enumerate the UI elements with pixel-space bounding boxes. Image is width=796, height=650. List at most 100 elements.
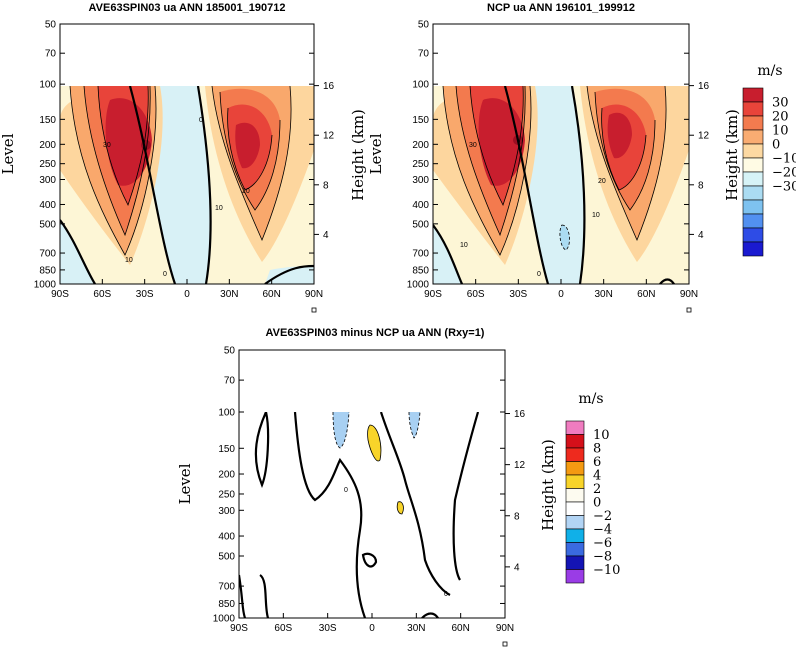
y-tick-label: 100 — [412, 80, 429, 91]
y-tick-label: 700 — [39, 249, 56, 260]
x-tick-label: 30N — [407, 623, 425, 634]
y-tick-label: 400 — [412, 200, 429, 211]
corner-marker — [311, 307, 317, 313]
contour-fill — [433, 86, 689, 284]
axis-ticks: 5070100150200250300400500700850100016128… — [407, 20, 710, 313]
colorbar-unit: m/s — [757, 63, 782, 79]
x-tick-label: 60S — [93, 289, 111, 300]
y-tick-label: 50 — [45, 20, 57, 31]
y-tick-label: 50 — [418, 20, 430, 31]
contour-label: 10 — [125, 257, 133, 264]
panel-title: AVE63SPIN03 ua ANN 185001_190712 — [89, 2, 286, 14]
colorbar-swatch — [742, 87, 764, 103]
y-tick-label: 250 — [39, 159, 56, 170]
colorbar-swatch — [742, 227, 764, 243]
colorbar-label: −8 — [593, 550, 612, 565]
colorbar-swatch — [742, 143, 764, 159]
y2-tick-label: 16 — [323, 81, 335, 92]
x-tick-label: 90N — [496, 623, 514, 634]
x-tick-label: 60N — [637, 289, 655, 300]
y-tick-label: 70 — [224, 376, 236, 387]
y2-tick-label: 16 — [698, 81, 710, 92]
colorbar-swatch — [742, 241, 764, 257]
x-tick-label: 0 — [558, 289, 564, 300]
corner-marker — [502, 641, 508, 647]
axis-ticks: 5070100150200250300400500700850100016128… — [213, 346, 526, 647]
x-tick-label: 60N — [451, 623, 469, 634]
colorbar-swatch — [742, 157, 764, 173]
colorbar-swatch — [565, 420, 585, 435]
y2-tick-label: 8 — [514, 511, 520, 522]
y-tick-label: 1000 — [407, 280, 430, 291]
contour-label: 20 — [598, 178, 606, 185]
y-tick-label: 300 — [39, 175, 56, 186]
colorbar-swatch — [565, 515, 585, 530]
y-tick-label: 300 — [218, 506, 235, 517]
x-tick-label: 0 — [184, 289, 190, 300]
colorbar-swatch — [565, 434, 585, 449]
colorbar-swatch — [565, 488, 585, 503]
y2-tick-label: 4 — [514, 562, 520, 573]
y2-axis-label: Height (km) — [723, 109, 741, 201]
colorbar-label: −4 — [593, 523, 612, 538]
y2-tick-label: 12 — [514, 460, 526, 471]
contour-label: 0 — [444, 591, 448, 598]
contour-fill — [60, 86, 314, 284]
y-axis-label: Level — [367, 133, 385, 174]
y-tick-label: 850 — [412, 265, 429, 276]
contour-label: 10 — [460, 242, 468, 249]
colorbar-swatch — [742, 101, 764, 117]
x-tick-label: 30N — [594, 289, 612, 300]
colorbar-label: 0 — [593, 496, 601, 511]
x-tick-label: 90N — [305, 289, 323, 300]
y-tick-label: 500 — [412, 219, 429, 230]
y2-tick-label: 16 — [514, 409, 526, 420]
contour-fill — [239, 412, 505, 618]
x-tick-label: 60S — [467, 289, 485, 300]
contour-label: 0 — [199, 117, 203, 124]
x-tick-label: 0 — [369, 623, 375, 634]
colorbar-swatch — [565, 555, 585, 570]
y-tick-label: 700 — [218, 582, 235, 593]
colorbar-label: −10 — [593, 563, 620, 578]
colorbar-label: −30 — [772, 180, 796, 195]
panel-difference: AVE63SPIN03 minus NCP ua ANN (Rxy=1) — [176, 327, 620, 647]
colorbar-label: 4 — [593, 469, 601, 484]
y2-tick-label: 12 — [698, 131, 710, 142]
contour-label: 30 — [103, 142, 111, 149]
colorbar-label: 2 — [593, 482, 601, 497]
axis-ticks: 5070100150200250300400500700850100016128… — [34, 20, 335, 313]
colorbar-unit: m/s — [578, 391, 603, 407]
colorbar-label: −6 — [593, 536, 612, 551]
colorbar-swatch — [565, 501, 585, 516]
contour-label: 10 — [592, 212, 600, 219]
colorbar-swatch — [742, 115, 764, 131]
colorbar-label: 10 — [593, 428, 610, 443]
y2-tick-label: 4 — [323, 230, 329, 241]
colorbar-label: −10 — [772, 152, 796, 167]
panel-control: AVE63SPIN03 ua ANN 185001_190712 — [0, 2, 367, 313]
contour-label: 0 — [163, 271, 167, 278]
x-tick-label: 90N — [680, 289, 698, 300]
y-tick-label: 200 — [39, 140, 56, 151]
y2-axis-label: Height (km) — [349, 109, 367, 201]
colorbar-swatch — [565, 461, 585, 476]
contour-label: 0 — [537, 271, 541, 278]
x-tick-label: 90S — [51, 289, 69, 300]
y-tick-label: 250 — [218, 489, 235, 500]
y-tick-label: 400 — [39, 200, 56, 211]
colorbar-swatch — [565, 528, 585, 543]
y2-tick-label: 8 — [323, 180, 329, 191]
colorbar-label: −20 — [772, 166, 796, 181]
colorbar-swatch — [565, 447, 585, 462]
contour-label: 0 — [344, 487, 348, 494]
y-tick-label: 200 — [218, 470, 235, 481]
y-axis-label: Level — [176, 463, 194, 504]
y-tick-label: 300 — [412, 175, 429, 186]
colorbar-label: 6 — [593, 455, 601, 470]
x-tick-label: 30S — [319, 623, 337, 634]
y-tick-label: 70 — [45, 49, 57, 60]
contour-label: 30 — [469, 142, 477, 149]
